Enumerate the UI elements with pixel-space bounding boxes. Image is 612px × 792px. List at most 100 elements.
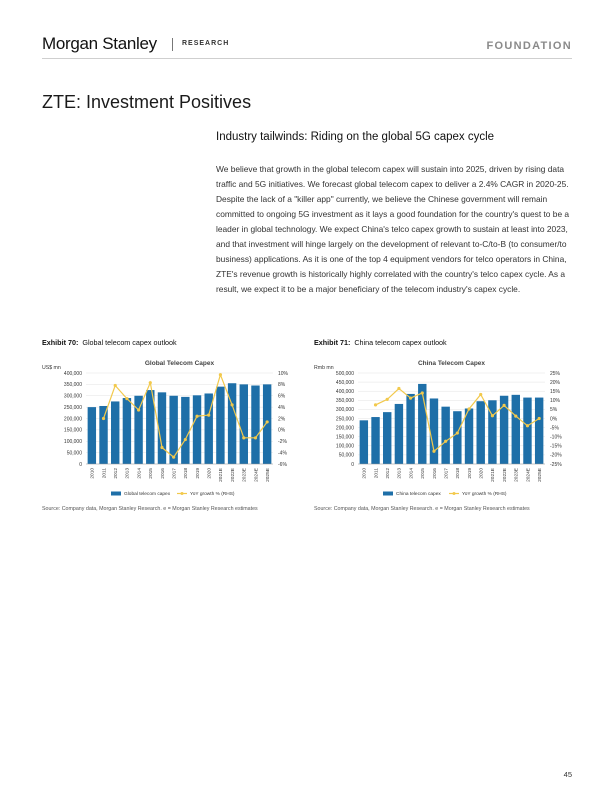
y-axis-label: Rmb mn	[314, 365, 334, 371]
legend-bar-label: Global telecom capex	[124, 491, 171, 497]
y-tick-label: 450,000	[336, 380, 354, 386]
growth-point	[195, 414, 199, 418]
chart-title: Global Telecom Capex	[145, 360, 215, 367]
header-logo: Morgan Stanley	[42, 34, 157, 53]
x-tick-label: 2025E	[537, 468, 543, 482]
bar	[383, 412, 392, 464]
bar	[488, 400, 497, 464]
y2-tick-label: -4%	[278, 450, 287, 456]
bar	[99, 405, 108, 464]
growth-point	[420, 391, 424, 395]
y-tick-label: 50,000	[67, 450, 83, 456]
growth-point	[242, 436, 246, 440]
y2-tick-label: 2%	[278, 416, 286, 422]
legend-bar-swatch	[383, 491, 393, 496]
y2-tick-label: 4%	[278, 405, 286, 411]
y2-tick-label: -6%	[278, 462, 287, 468]
y-tick-label: 50,000	[339, 453, 355, 459]
bar	[192, 395, 202, 464]
bar	[511, 394, 520, 464]
growth-point	[373, 403, 378, 407]
x-tick-label: 2025E	[265, 468, 271, 482]
growth-point	[479, 392, 483, 397]
bar	[464, 408, 474, 464]
y2-tick-label: 6%	[278, 394, 286, 400]
chart-title: China Telecom Capex	[418, 360, 485, 367]
page-title: ZTE: Investment Positives	[42, 92, 252, 112]
x-tick-label: 2013	[397, 468, 403, 479]
x-tick-label: 2014	[408, 468, 414, 479]
bar	[429, 398, 439, 464]
y2-tick-label: 20%	[550, 380, 561, 386]
bar	[441, 406, 450, 464]
section-heading: Industry tailwinds: Riding on the global…	[216, 131, 495, 143]
growth-point	[432, 449, 436, 453]
y-tick-label: 250,000	[336, 416, 354, 422]
y-tick-label: 500,000	[336, 371, 354, 377]
x-tick-label: 2019	[467, 468, 473, 479]
growth-point	[136, 408, 141, 412]
x-tick-label: 2022E	[230, 468, 236, 482]
header-rule	[42, 58, 572, 59]
growth-point	[537, 416, 541, 421]
growth-point	[514, 414, 518, 418]
y-tick-label: 150,000	[336, 435, 354, 441]
growth-point	[101, 416, 106, 421]
bar	[534, 397, 544, 464]
bar	[239, 384, 248, 464]
growth-point	[397, 386, 401, 391]
y2-tick-label: -25%	[550, 462, 562, 468]
x-tick-label: 2012	[385, 468, 391, 479]
y2-tick-label: 25%	[550, 371, 561, 377]
bar	[406, 393, 415, 464]
x-tick-label: 2023E	[514, 468, 520, 482]
china-telecom-capex-chart: China Telecom Capex Rmb mn 0 50,000 100,000 1…	[314, 360, 562, 497]
y2-tick-label: 15%	[550, 389, 561, 395]
growth-point	[525, 424, 530, 428]
exhibit-71-source: Source: Company data, Morgan Stanley Res…	[314, 506, 530, 512]
bar	[418, 383, 427, 464]
bar	[227, 383, 237, 464]
bar	[157, 392, 167, 464]
legend-bar-label: China telecom capex	[396, 491, 441, 497]
y2-tick-label: -10%	[550, 435, 562, 441]
section-body: We believe that growth in the global tel…	[216, 164, 570, 294]
y-tick-label: 350,000	[64, 382, 82, 388]
x-tick-label: 2022E	[502, 468, 508, 482]
y2-tick-label: -20%	[550, 453, 562, 459]
y2-tick-label: 10%	[278, 371, 289, 377]
growth-point	[265, 420, 269, 424]
header-brand: FOUNDATION	[486, 40, 572, 52]
growth-point	[172, 455, 176, 459]
y-tick-label: 200,000	[336, 425, 354, 431]
exhibit-70-label: Exhibit 70:	[42, 338, 79, 347]
y-tick-label: 0	[79, 462, 82, 468]
y2-tick-label: 0%	[550, 416, 558, 422]
y2-tick-label: 5%	[550, 407, 558, 413]
growth-point	[148, 381, 152, 385]
y-tick-label: 150,000	[64, 428, 82, 434]
growth-point	[444, 439, 448, 443]
y-tick-label: 250,000	[64, 405, 82, 411]
bar	[523, 397, 532, 464]
x-tick-label: 2017	[172, 468, 178, 479]
x-tick-label: 2011	[101, 468, 107, 479]
y-tick-label: 100,000	[64, 439, 82, 445]
bar	[169, 395, 178, 464]
x-tick-label: 2017	[444, 468, 450, 479]
bar	[216, 386, 225, 464]
bar	[453, 411, 462, 464]
y-tick-label: 300,000	[336, 407, 354, 413]
growth-point	[218, 373, 223, 377]
growth-point	[113, 383, 117, 388]
exhibit-70-source: Source: Company data, Morgan Stanley Res…	[42, 506, 258, 512]
x-tick-label: 2019	[195, 468, 201, 479]
x-tick-label: 2018	[183, 468, 189, 479]
exhibit-70-caption: Global telecom capex outlook	[82, 338, 177, 347]
y2-tick-label: 0%	[278, 428, 286, 434]
growth-point	[207, 413, 211, 417]
legend-line-label: YoY growth % (RHS)	[190, 491, 235, 497]
y-tick-label: 400,000	[64, 371, 82, 377]
x-tick-label: 2020	[479, 468, 485, 479]
y2-tick-label: -5%	[550, 425, 559, 431]
